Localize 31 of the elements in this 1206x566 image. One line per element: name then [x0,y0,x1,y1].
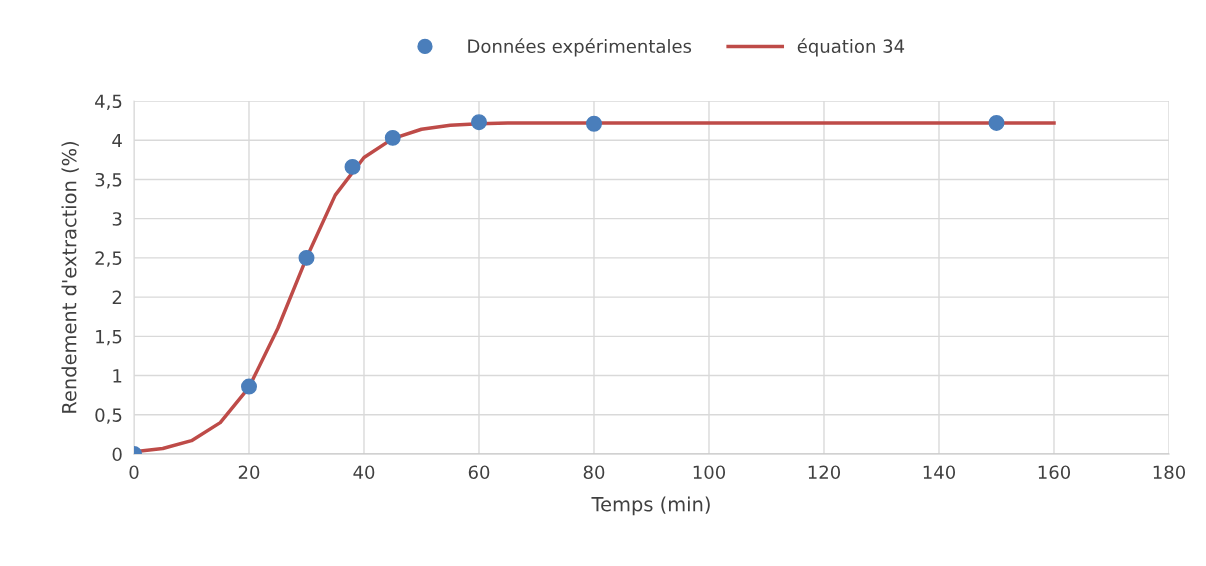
x-tick-label: 120 [808,465,841,480]
y-tick-label: 4,5 [95,94,122,110]
x-tick-label: 60 [468,465,490,480]
x-tick-label: 160 [1038,465,1071,480]
point [384,129,401,146]
legend-label: équation 34 [797,38,905,57]
point [241,378,257,395]
y-tick-label: 1,5 [96,330,122,346]
y-tick-label: 4 [112,133,122,148]
x-tick-label: 80 [583,465,605,480]
y-tick-label: 0 [112,447,122,462]
x-tick-label: 180 [1153,465,1186,480]
x-axis-title: Temps (min) [591,496,710,516]
point [344,158,361,175]
y-axis-title: Rendement d'extraction (%) [61,141,79,413]
point [988,114,1005,131]
y-tick-label: 2,5 [95,251,122,267]
x-tick-label: 100 [693,465,726,480]
point [298,249,315,266]
point [471,114,487,131]
y-tick-label: 3,5 [95,172,122,189]
x-tick-label: 140 [923,465,956,480]
x-tick-label: 20 [238,465,260,480]
y-tick-label: 1 [113,369,122,383]
x-tick-label: 0 [129,465,139,480]
x-tick-label: 40 [353,465,375,480]
legend-label: Données expérimentales [468,38,692,57]
y-tick-label: 3 [112,212,122,226]
point [586,115,602,132]
y-tick-label: 0,5 [95,408,122,424]
y-tick-label: 2 [112,290,122,304]
